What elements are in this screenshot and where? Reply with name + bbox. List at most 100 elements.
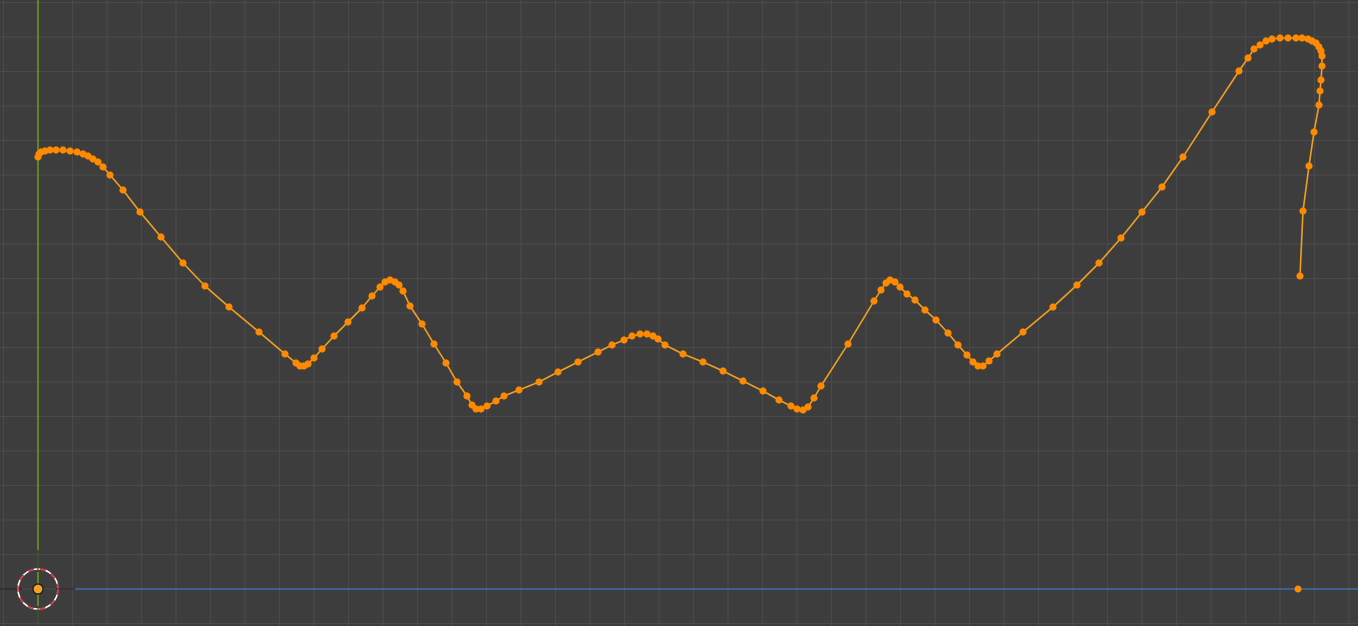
curve-control-point[interactable] bbox=[406, 302, 414, 310]
curve-control-point[interactable] bbox=[944, 329, 952, 337]
curve-control-point[interactable] bbox=[1268, 35, 1276, 43]
curve-control-point[interactable] bbox=[594, 348, 602, 356]
curve-control-point[interactable] bbox=[46, 146, 54, 154]
curve-control-point[interactable] bbox=[969, 358, 977, 366]
curve-control-point[interactable] bbox=[979, 362, 987, 370]
curve-control-point[interactable] bbox=[817, 382, 825, 390]
curve-control-point[interactable] bbox=[804, 403, 812, 411]
curve-control-point[interactable] bbox=[136, 208, 144, 216]
curve-control-point[interactable] bbox=[963, 351, 971, 359]
curve-control-point[interactable] bbox=[903, 290, 911, 298]
curve-control-point[interactable] bbox=[395, 281, 403, 289]
curve-control-point[interactable] bbox=[1235, 67, 1243, 75]
curve-control-point[interactable] bbox=[318, 345, 326, 353]
curve-control-point[interactable] bbox=[330, 332, 338, 340]
curve-control-point[interactable] bbox=[59, 146, 67, 154]
curve-control-point[interactable] bbox=[225, 303, 233, 311]
curve-control-point[interactable] bbox=[472, 405, 480, 413]
curve-control-point[interactable] bbox=[399, 287, 407, 295]
curve-control-point[interactable] bbox=[891, 278, 899, 286]
curve-control-point[interactable] bbox=[620, 336, 628, 344]
curve-control-point[interactable] bbox=[608, 341, 616, 349]
curve-control-point[interactable] bbox=[52, 146, 60, 154]
curve-control-point[interactable] bbox=[911, 296, 919, 304]
curve-control-point[interactable] bbox=[661, 341, 669, 349]
curve-control-point[interactable] bbox=[73, 148, 81, 156]
curve-control-point[interactable] bbox=[554, 368, 562, 376]
curve-control-point[interactable] bbox=[775, 396, 783, 404]
curve-control-point[interactable] bbox=[810, 394, 818, 402]
curve-control-point[interactable] bbox=[535, 378, 543, 386]
curve-control-point[interactable] bbox=[719, 367, 727, 375]
curve-control-point[interactable] bbox=[954, 341, 962, 349]
curve-control-point[interactable] bbox=[1095, 259, 1103, 267]
curve-control-point[interactable] bbox=[66, 147, 74, 155]
curve-control-point[interactable] bbox=[793, 405, 801, 413]
curve-control-point[interactable] bbox=[304, 360, 312, 368]
curve-control-point[interactable] bbox=[993, 350, 1001, 358]
curve-control-point[interactable] bbox=[1073, 281, 1081, 289]
curve-control-point[interactable] bbox=[500, 392, 508, 400]
curve-control-point[interactable] bbox=[1262, 37, 1270, 45]
curve-control-point[interactable] bbox=[974, 362, 982, 370]
curve-control-point[interactable] bbox=[179, 259, 187, 267]
curve-control-point[interactable] bbox=[628, 332, 636, 340]
curve-control-point[interactable] bbox=[1117, 234, 1125, 242]
curve-control-point[interactable] bbox=[281, 350, 289, 358]
curve-control-point[interactable] bbox=[477, 405, 485, 413]
curve-control-point[interactable] bbox=[310, 354, 318, 362]
curve-control-point[interactable] bbox=[483, 402, 491, 410]
curve-control-point[interactable] bbox=[99, 163, 107, 171]
curve-control-point[interactable] bbox=[255, 328, 263, 336]
curve-control-point[interactable] bbox=[654, 335, 662, 343]
curve-control-point[interactable] bbox=[1292, 34, 1300, 42]
curve-control-point[interactable] bbox=[1208, 108, 1216, 116]
curve-control-point[interactable] bbox=[1250, 45, 1258, 53]
curve-control-point[interactable] bbox=[1179, 153, 1187, 161]
curve-control-point[interactable] bbox=[453, 378, 461, 386]
curve-control-point[interactable] bbox=[1299, 207, 1307, 215]
curve-control-point[interactable] bbox=[201, 282, 209, 290]
curve-control-point[interactable] bbox=[418, 320, 426, 328]
curve-control-point[interactable] bbox=[119, 186, 127, 194]
curve-control-point[interactable] bbox=[492, 397, 500, 405]
curve-control-point[interactable] bbox=[870, 297, 878, 305]
curve-control-point[interactable] bbox=[94, 158, 102, 166]
curve-control-point[interactable] bbox=[1318, 62, 1326, 70]
object-origin-point[interactable] bbox=[1294, 585, 1302, 593]
curve-control-point[interactable] bbox=[1284, 34, 1292, 42]
curve-control-point[interactable] bbox=[344, 318, 352, 326]
curve-control-point[interactable] bbox=[985, 357, 993, 365]
curve-control-point[interactable] bbox=[1316, 87, 1324, 95]
curve-control-point[interactable] bbox=[368, 292, 376, 300]
curve-control-point[interactable] bbox=[106, 171, 114, 179]
curve-control-points[interactable] bbox=[34, 34, 1326, 414]
curve-control-point[interactable] bbox=[1158, 183, 1166, 191]
curve-control-point[interactable] bbox=[1019, 328, 1027, 336]
curve-control-point[interactable] bbox=[1318, 52, 1326, 60]
curve-control-point[interactable] bbox=[921, 306, 929, 314]
curve-control-point[interactable] bbox=[1310, 128, 1318, 136]
curve-control-point[interactable] bbox=[643, 330, 651, 338]
curve-control-point[interactable] bbox=[1296, 272, 1304, 280]
curve-control-point[interactable] bbox=[376, 283, 384, 291]
curve-control-point[interactable] bbox=[896, 283, 904, 291]
curve-control-point[interactable] bbox=[1298, 34, 1306, 42]
curve-control-point[interactable] bbox=[574, 358, 582, 366]
curve-control-point[interactable] bbox=[636, 330, 644, 338]
3d-cursor-icon[interactable] bbox=[17, 550, 75, 626]
curve-control-point[interactable] bbox=[358, 304, 366, 312]
curve-control-point[interactable] bbox=[932, 316, 940, 324]
curve-control-point[interactable] bbox=[1049, 303, 1057, 311]
curve-control-point[interactable] bbox=[463, 392, 471, 400]
curve-control-point[interactable] bbox=[739, 377, 747, 385]
curve-control-point[interactable] bbox=[787, 402, 795, 410]
curve-control-point[interactable] bbox=[1244, 54, 1252, 62]
curve-control-point[interactable] bbox=[699, 358, 707, 366]
curve-control-point[interactable] bbox=[877, 286, 885, 294]
curve-control-point[interactable] bbox=[1256, 41, 1264, 49]
curve-control-point[interactable] bbox=[157, 233, 165, 241]
curve-control-point[interactable] bbox=[844, 340, 852, 348]
